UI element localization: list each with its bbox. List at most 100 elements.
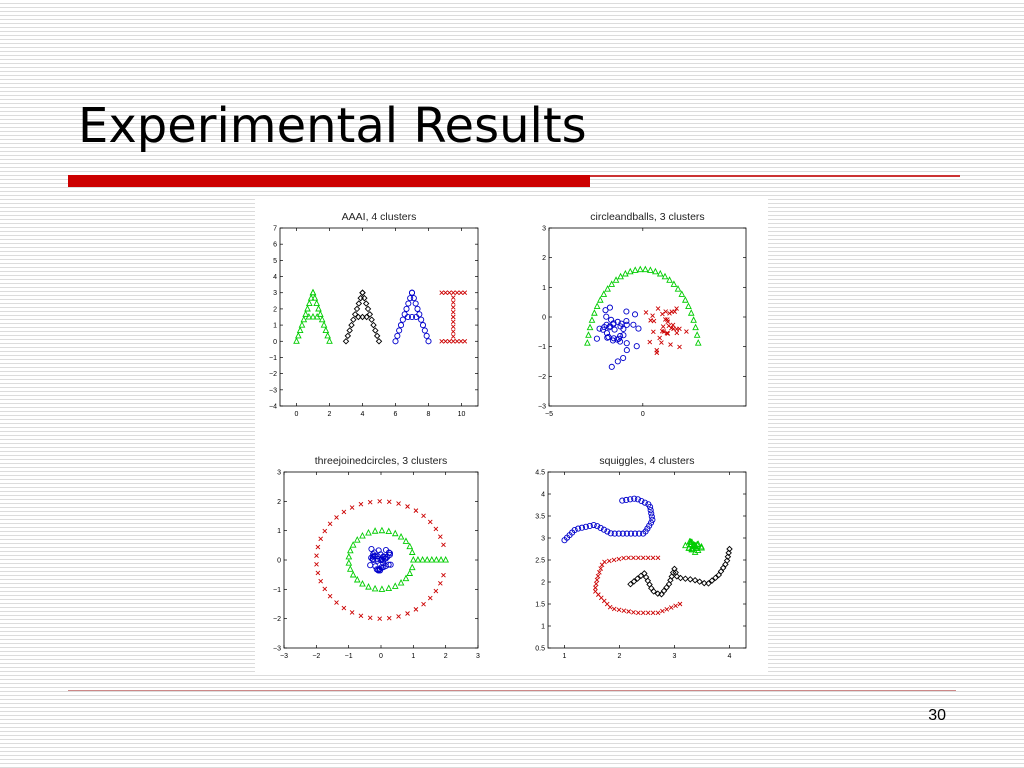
data-point bbox=[385, 584, 393, 592]
data-point bbox=[454, 290, 460, 296]
data-point bbox=[642, 265, 649, 273]
data-point bbox=[626, 609, 631, 614]
data-point bbox=[318, 536, 324, 542]
data-point bbox=[345, 559, 353, 566]
data-point bbox=[405, 611, 410, 616]
data-point bbox=[614, 358, 621, 365]
data-point bbox=[599, 562, 605, 568]
data-point bbox=[322, 326, 330, 334]
data-point bbox=[293, 337, 300, 344]
y-tick-label: −2 bbox=[273, 616, 281, 623]
data-point bbox=[585, 331, 592, 338]
data-point bbox=[650, 555, 656, 561]
data-point bbox=[421, 601, 426, 607]
data-point bbox=[641, 499, 648, 506]
x-tick-label: 6 bbox=[394, 411, 398, 418]
data-point bbox=[619, 530, 626, 537]
data-point bbox=[359, 289, 366, 296]
y-tick-label: 4.5 bbox=[535, 470, 545, 477]
data-point bbox=[606, 304, 613, 311]
data-point bbox=[647, 266, 654, 273]
data-point bbox=[350, 316, 357, 323]
data-point bbox=[437, 556, 445, 563]
series-black-diamond bbox=[342, 289, 383, 345]
data-point bbox=[631, 530, 639, 537]
title-underline-bar bbox=[68, 175, 590, 187]
title-underline-rule bbox=[590, 175, 960, 177]
data-point bbox=[627, 496, 634, 503]
data-point bbox=[645, 610, 651, 616]
data-point bbox=[631, 311, 639, 318]
data-point bbox=[636, 555, 641, 561]
data-point bbox=[636, 530, 643, 537]
data-point bbox=[617, 323, 624, 330]
data-point bbox=[612, 276, 620, 283]
data-point bbox=[647, 339, 653, 345]
data-point bbox=[396, 327, 403, 334]
data-point bbox=[635, 325, 642, 332]
data-point bbox=[358, 501, 364, 507]
data-point bbox=[692, 323, 699, 331]
data-point bbox=[598, 566, 604, 571]
data-point bbox=[305, 299, 313, 307]
data-point bbox=[623, 340, 630, 347]
data-point bbox=[377, 616, 383, 621]
data-point bbox=[315, 570, 321, 576]
data-point bbox=[314, 562, 319, 567]
data-point bbox=[425, 338, 432, 345]
x-tick-label: 1 bbox=[563, 653, 567, 660]
y-tick-label: 1 bbox=[542, 285, 546, 292]
data-point bbox=[723, 557, 731, 564]
data-point bbox=[677, 574, 684, 582]
data-point bbox=[620, 354, 627, 362]
data-point bbox=[396, 614, 401, 619]
y-tick-label: −4 bbox=[269, 404, 277, 411]
data-point bbox=[348, 321, 355, 329]
data-point bbox=[410, 295, 417, 302]
data-point bbox=[648, 510, 655, 517]
data-point bbox=[634, 496, 641, 503]
data-point bbox=[636, 265, 644, 273]
data-point bbox=[334, 600, 339, 605]
data-point bbox=[663, 584, 670, 591]
data-point bbox=[402, 537, 410, 544]
data-point bbox=[655, 306, 661, 311]
data-point bbox=[691, 576, 699, 584]
data-point bbox=[315, 544, 321, 550]
data-point bbox=[349, 505, 355, 510]
data-point bbox=[642, 573, 650, 581]
data-point bbox=[665, 580, 673, 588]
data-point bbox=[397, 322, 405, 329]
data-point bbox=[608, 316, 615, 323]
data-point bbox=[647, 507, 654, 514]
data-point bbox=[622, 269, 629, 277]
data-point bbox=[725, 549, 732, 557]
data-point bbox=[322, 528, 328, 534]
data-point bbox=[667, 311, 672, 316]
data-point bbox=[623, 321, 630, 328]
data-point bbox=[385, 527, 393, 535]
data-point bbox=[655, 555, 661, 561]
page-number: 30 bbox=[928, 707, 946, 724]
data-point bbox=[368, 316, 375, 323]
data-point bbox=[346, 327, 353, 334]
data-point bbox=[375, 547, 382, 554]
y-tick-label: 1 bbox=[277, 528, 281, 535]
data-point bbox=[594, 577, 600, 583]
y-tick-label: 1 bbox=[541, 624, 545, 631]
data-point bbox=[654, 350, 660, 356]
data-point bbox=[618, 320, 625, 327]
data-point bbox=[364, 305, 372, 313]
data-point bbox=[391, 529, 399, 537]
data-point bbox=[668, 573, 675, 580]
data-point bbox=[363, 313, 370, 321]
series-green-triangle bbox=[293, 288, 333, 344]
data-point bbox=[359, 580, 366, 587]
data-point bbox=[651, 329, 656, 335]
data-point bbox=[606, 558, 612, 564]
y-tick-label: 7 bbox=[273, 226, 277, 233]
data-point bbox=[309, 288, 317, 296]
data-point bbox=[316, 310, 324, 317]
data-point bbox=[371, 527, 379, 534]
